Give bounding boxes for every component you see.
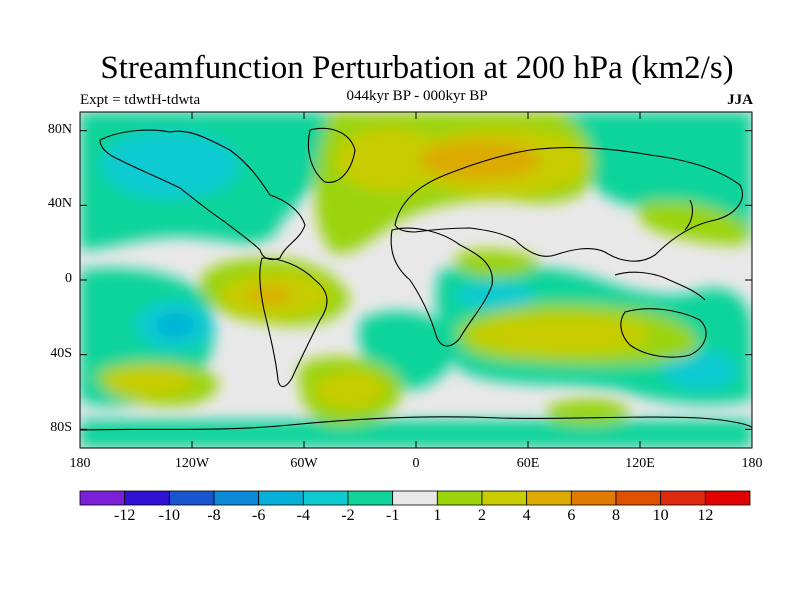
colorbar-swatch (660, 490, 706, 506)
lon-label: 0 (412, 456, 420, 471)
colorbar-swatch (213, 490, 260, 506)
pos-region-japan (637, 200, 749, 245)
coast-africa (390, 227, 493, 347)
colorbar-swatch (79, 490, 126, 506)
coast-eurasia (394, 146, 743, 262)
colorbar-label: -1 (385, 507, 400, 524)
colorbar-label: 12 (697, 507, 714, 524)
colorbar-swatch (258, 490, 304, 506)
lon-label: 180 (69, 456, 91, 471)
coast-australia (620, 308, 707, 358)
pos-core-australia (470, 315, 650, 355)
neg-max-south-pacific (155, 313, 195, 337)
colorbar-label: -12 (113, 507, 136, 524)
colorbar-swatch (526, 490, 572, 506)
coast-south-america (259, 257, 328, 388)
colorbar-label: 4 (522, 507, 531, 524)
neg-core-southeast-indian (662, 350, 738, 390)
map-title: Streamfunction Perturbation at 200 hPa (… (100, 50, 734, 86)
colorbar-label: -6 (251, 507, 266, 524)
colorbar-swatch (347, 490, 394, 506)
colorbar-label: 2 (478, 507, 486, 524)
colorbar-label: -8 (207, 507, 221, 524)
colorbar-label: -2 (341, 507, 355, 524)
lon-label: 120E (625, 456, 655, 471)
neg-core-north-pacific (100, 130, 240, 200)
lon-label: 180 (741, 456, 763, 471)
colorbar-swatch (168, 490, 215, 506)
pos-max-scandinavia (420, 140, 540, 180)
lon-label: 60E (516, 456, 540, 471)
colorbar-swatch (392, 490, 438, 506)
lat-label: 80S (50, 420, 72, 436)
coast-greenland (307, 127, 356, 183)
colorbar-label: -10 (158, 507, 180, 524)
pos-core-south-atlantic (315, 372, 385, 408)
colorbar-swatch (704, 490, 751, 506)
pos-region-east-africa (454, 249, 540, 277)
experiment-label: Expt = tdwtH-tdwta (80, 92, 201, 108)
lat-label: 40S (50, 345, 72, 361)
colorbar-swatch (481, 490, 528, 506)
colorbar-swatch (302, 490, 349, 506)
colorbar-swatch (570, 490, 617, 506)
coast-maritime-continent (614, 271, 706, 301)
plot-area (80, 112, 752, 448)
coast-japan (684, 199, 694, 231)
period-label: 044kyr BP - 000kyr BP (346, 88, 488, 104)
pos-core-europe (335, 128, 445, 192)
pos-max-south-america (248, 287, 292, 303)
lat-label: 0 (65, 271, 72, 286)
lon-label: 60W (290, 456, 318, 471)
neg-core-west-indian (455, 281, 535, 309)
pos-core-south-pacific-east (105, 368, 195, 396)
colorbar-swatch (615, 490, 662, 506)
colorbar-label: 1 (433, 507, 442, 524)
colorbar-swatch (124, 490, 170, 506)
coast-antarctica (80, 416, 752, 431)
season-label: JJA (727, 92, 753, 108)
neg-region-north-america (208, 187, 281, 244)
lon-label: 120W (174, 456, 210, 471)
colorbar-label: 8 (612, 507, 620, 524)
lat-label: 80N (47, 121, 72, 137)
colorbar-label: 10 (652, 507, 669, 524)
neg-region-antarctic (80, 420, 752, 448)
lat-label: 40N (47, 196, 72, 212)
colorbar-label: -4 (296, 507, 310, 524)
colorbar-swatch (436, 490, 483, 506)
colorbar-label: 6 (567, 507, 576, 524)
coast-north-america (99, 129, 306, 261)
